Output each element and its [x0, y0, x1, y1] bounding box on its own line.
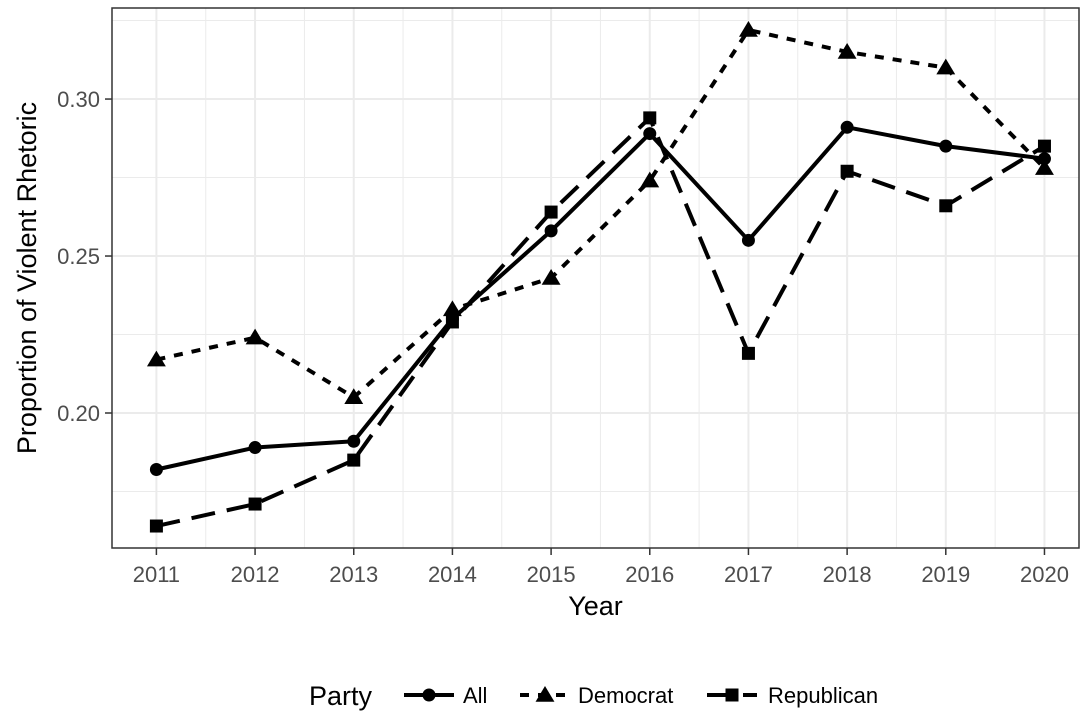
x-tick-label: 2015: [527, 562, 576, 587]
x-tick-label: 2011: [133, 562, 180, 587]
data-point-republican: [643, 111, 657, 125]
series-line-republican: [155, 115, 1046, 528]
data-point-all: [643, 127, 657, 141]
legend-label: All: [463, 683, 487, 708]
data-point-democrat: [1035, 159, 1054, 175]
legend-title: Party: [309, 681, 373, 711]
data-point-democrat: [344, 388, 364, 405]
series-republican: [149, 111, 1051, 533]
data-point-republican: [840, 164, 854, 178]
data-point-democrat: [146, 350, 166, 367]
grid-lines: [112, 8, 1079, 548]
x-axis-title: Year: [568, 591, 623, 621]
y-axis-title: Proportion of Violent Rhetoric: [12, 102, 42, 454]
data-point-republican: [445, 315, 459, 329]
y-tick-label: 0.25: [57, 244, 100, 269]
legend-items: All Democrat Republican: [404, 683, 878, 708]
data-point-democrat: [640, 171, 660, 188]
data-point-democrat: [837, 42, 857, 59]
data-point-all: [741, 233, 755, 247]
data-point-democrat: [442, 300, 462, 317]
data-point-republican: [544, 205, 558, 219]
x-tick-label: 2012: [231, 562, 280, 587]
data-point-republican: [741, 346, 755, 360]
x-tick-label: 2017: [724, 562, 773, 587]
data-point-democrat: [541, 269, 561, 285]
y-tick-label: 0.20: [57, 401, 100, 426]
data-point-all: [939, 139, 953, 153]
data-point-republican: [939, 199, 953, 213]
data-point-all: [840, 120, 854, 134]
data-point-all: [149, 463, 163, 477]
x-tick-label: 2014: [428, 562, 477, 587]
legend-label: Republican: [768, 683, 878, 708]
x-tick-label: 2020: [1020, 562, 1069, 587]
legend-key-marker: [422, 688, 436, 702]
plot-panel-border: [111, 7, 1080, 549]
data-point-all: [248, 441, 262, 455]
axes: 2011 2012 2013 2014 2015 2016 2017 2018 2019 2020…: [57, 87, 1069, 587]
data-point-republican: [1037, 139, 1051, 153]
data-point-republican: [149, 519, 163, 533]
legend-label: Democrat: [578, 683, 673, 708]
legend: Party All Democrat Republican: [309, 681, 878, 711]
series-line-democrat: [155, 27, 1046, 400]
legend-key-marker: [725, 688, 739, 702]
series-lines: [146, 20, 1054, 533]
legend-item-all: All: [404, 683, 487, 708]
series-line-all: [155, 125, 1045, 472]
legend-item-republican: Republican: [707, 683, 878, 708]
x-tick-label: 2018: [823, 562, 872, 587]
y-tick-label: 0.30: [57, 87, 100, 112]
series-democrat: [146, 20, 1054, 405]
legend-key-marker: [535, 686, 555, 702]
x-tick-label: 2016: [625, 562, 674, 587]
data-point-all: [1037, 152, 1051, 166]
data-point-democrat: [738, 20, 758, 37]
data-point-all: [347, 434, 361, 448]
data-point-democrat: [245, 328, 265, 345]
series-all: [149, 120, 1051, 477]
data-point-democrat: [936, 58, 956, 75]
data-point-all: [544, 224, 558, 238]
data-point-republican: [248, 497, 262, 511]
data-point-republican: [347, 453, 361, 467]
legend-item-democrat: Democrat: [520, 683, 673, 708]
x-tick-label: 2019: [921, 562, 970, 587]
x-tick-label: 2013: [329, 562, 378, 587]
